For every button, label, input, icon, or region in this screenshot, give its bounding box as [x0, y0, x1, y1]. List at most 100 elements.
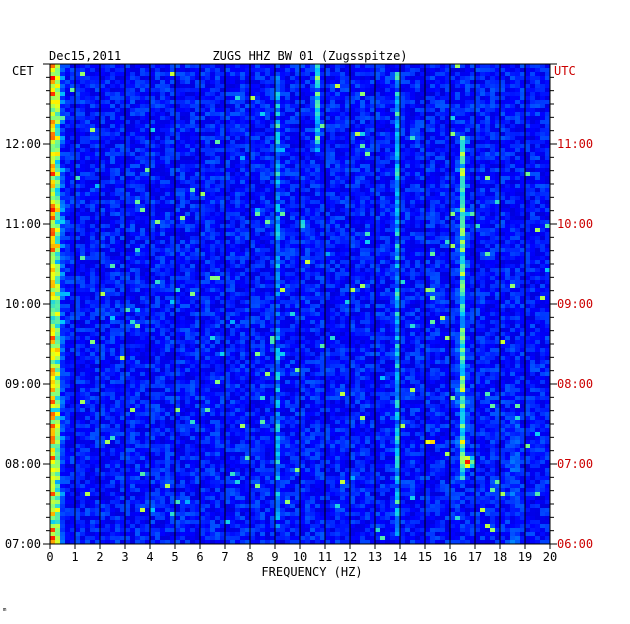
heatmap-cell	[290, 96, 296, 101]
heatmap-cell	[375, 88, 381, 93]
heatmap-cell	[85, 240, 91, 245]
heatmap-cell	[375, 200, 381, 205]
heatmap-cell	[200, 232, 206, 237]
heatmap-cell	[220, 72, 226, 77]
heatmap-cell	[110, 184, 116, 189]
heatmap-cell	[305, 112, 311, 117]
heatmap-cell	[155, 216, 161, 221]
heatmap-cell	[370, 136, 376, 141]
heatmap-cell	[525, 228, 531, 233]
heatmap-cell	[220, 192, 226, 197]
heatmap-cell	[280, 148, 286, 153]
heatmap-cell	[345, 232, 351, 237]
heatmap-cell	[375, 92, 381, 97]
heatmap-cell	[530, 152, 536, 157]
heatmap-cell	[415, 204, 421, 209]
heatmap-cell	[55, 228, 61, 233]
heatmap-cell	[425, 128, 431, 133]
heatmap-cell	[275, 240, 281, 245]
heatmap-cell	[405, 136, 411, 141]
heatmap-cell	[280, 124, 286, 129]
heatmap-cell	[105, 100, 111, 105]
heatmap-cell	[350, 204, 356, 209]
heatmap-cell	[440, 252, 446, 257]
heatmap-cell	[265, 120, 271, 125]
heatmap-cell	[255, 92, 261, 97]
heatmap-cell	[330, 144, 336, 149]
heatmap-cell	[370, 168, 376, 173]
heatmap-cell	[420, 100, 426, 105]
heatmap-cell	[430, 212, 436, 217]
heatmap-cell	[135, 204, 141, 209]
heatmap-cell	[265, 260, 271, 265]
heatmap-cell	[470, 248, 476, 253]
heatmap-cell	[200, 100, 206, 105]
heatmap-cell	[420, 192, 426, 197]
heatmap-cell	[460, 204, 466, 209]
heatmap-cell	[150, 236, 156, 241]
heatmap-cell	[490, 216, 496, 221]
heatmap-cell	[420, 64, 426, 69]
heatmap-cell	[90, 116, 96, 121]
heatmap-cell	[545, 240, 551, 245]
heatmap-cell	[525, 212, 531, 217]
heatmap-cell	[505, 236, 511, 241]
heatmap-cell	[130, 120, 136, 125]
heatmap-cell	[110, 144, 116, 149]
heatmap-cell	[155, 64, 161, 69]
heatmap-cell	[530, 176, 536, 181]
heatmap-cell	[85, 224, 91, 229]
heatmap-cell	[275, 104, 281, 109]
heatmap-cell	[130, 220, 136, 225]
heatmap-cell	[225, 196, 231, 201]
heatmap-cell	[50, 96, 56, 101]
heatmap-cell	[75, 192, 81, 197]
heatmap-cell	[200, 140, 206, 145]
heatmap-cell	[455, 216, 461, 221]
heatmap-cell	[480, 216, 486, 221]
heatmap-cell	[445, 148, 451, 153]
heatmap-cell	[95, 92, 101, 97]
heatmap-cell	[395, 224, 401, 229]
heatmap-cell	[465, 68, 471, 73]
heatmap-cell	[450, 156, 456, 161]
heatmap-cell	[170, 176, 176, 181]
heatmap-cell	[205, 148, 211, 153]
heatmap-cell	[280, 236, 286, 241]
heatmap-cell	[195, 72, 201, 77]
heatmap-cell	[320, 80, 326, 85]
heatmap-cell	[70, 124, 76, 129]
heatmap-cell	[290, 184, 296, 189]
heatmap-cell	[65, 148, 71, 153]
heatmap-cell	[225, 192, 231, 197]
heatmap-cell	[525, 200, 531, 205]
heatmap-cell	[395, 92, 401, 97]
heatmap-cell	[275, 212, 281, 217]
heatmap-cell	[305, 92, 311, 97]
heatmap-cell	[255, 216, 261, 221]
heatmap-cell	[440, 208, 446, 213]
heatmap-cell	[510, 140, 516, 145]
heatmap-cell	[520, 120, 526, 125]
heatmap-cell	[395, 140, 401, 145]
heatmap-cell	[300, 232, 306, 237]
heatmap-cell	[330, 208, 336, 213]
heatmap-cell	[300, 92, 306, 97]
heatmap-cell	[415, 152, 421, 157]
heatmap-cell	[185, 88, 191, 93]
heatmap-cell	[450, 168, 456, 173]
heatmap-cell	[85, 208, 91, 213]
heatmap-cell	[160, 160, 166, 165]
heatmap-cell	[220, 244, 226, 249]
heatmap-cell	[285, 76, 291, 81]
heatmap-cell	[420, 180, 426, 185]
heatmap-cell	[375, 120, 381, 125]
heatmap-cell	[480, 204, 486, 209]
heatmap-cell	[360, 204, 366, 209]
heatmap-cell	[285, 176, 291, 181]
heatmap-cell	[350, 104, 356, 109]
heatmap-cell	[465, 236, 471, 241]
heatmap-cell	[320, 64, 326, 69]
heatmap-cell	[235, 204, 241, 209]
heatmap-cell	[530, 80, 536, 85]
